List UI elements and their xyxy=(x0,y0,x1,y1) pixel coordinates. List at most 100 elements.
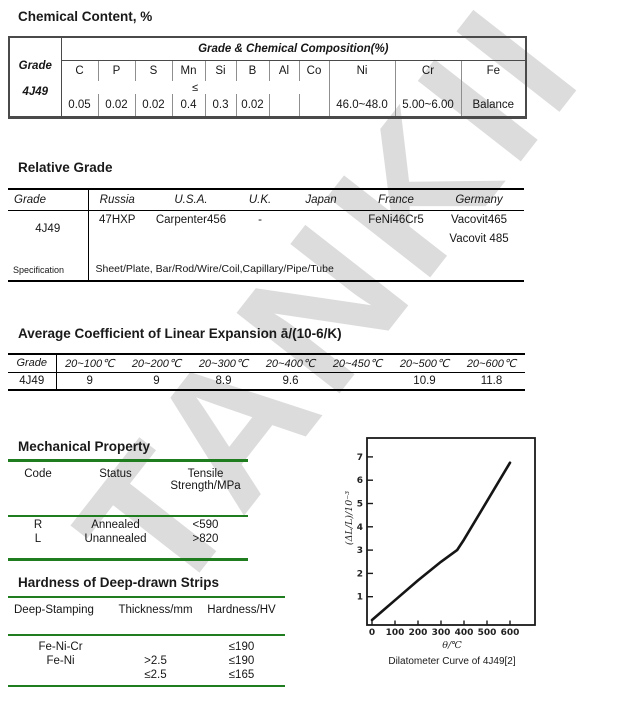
data-cell: FeNi46Cr5 xyxy=(368,213,424,226)
header-cell: Russia xyxy=(88,189,146,211)
data-cell: 4J49 xyxy=(8,372,57,390)
element-cell: S xyxy=(134,60,172,81)
empty-cell xyxy=(460,81,527,94)
header-cell: Tensile Strength/MPa xyxy=(163,460,248,517)
specification-value: Sheet/Plate, Bar/Rod/Wire/Coil,Capillary… xyxy=(95,263,334,275)
data-cell: ≤2.5 xyxy=(144,669,167,681)
dilatometer-chart: (ΔL/L)/10⁻³ 0 100 200 300 400 500 600 1 2 3 4 5 6 7 θ… xyxy=(340,432,623,682)
svg-text:0: 0 xyxy=(369,628,375,638)
value-cell: 0.3 xyxy=(204,94,236,117)
expansion-title: Average Coefficient of Linear Expansion … xyxy=(18,326,342,341)
hardness-header-row: Deep-Stamping Thickness/mm Hardness/HV xyxy=(8,597,285,636)
data-cell: L xyxy=(34,532,42,545)
svg-text:500: 500 xyxy=(478,628,497,638)
header-cell: Grade xyxy=(8,354,57,373)
svg-text:5: 5 xyxy=(357,500,363,510)
element-cell: B xyxy=(235,60,269,81)
data-cell: >820 xyxy=(192,532,219,545)
data-cell xyxy=(8,669,113,686)
data-cell: 11.8 xyxy=(480,374,503,387)
data-cell: 9.6 xyxy=(282,374,299,387)
element-cell: Fe xyxy=(460,60,527,81)
svg-text:600: 600 xyxy=(501,628,520,638)
data-cell: Carpenter456 xyxy=(155,213,227,226)
empty-cell xyxy=(394,81,461,94)
relative-data-row: Vacovit 485 xyxy=(8,229,524,248)
composition-header: Grade & Chemical Composition(%) xyxy=(61,37,527,61)
header-cell: 20~600℃ xyxy=(458,354,525,373)
hardness-title: Hardness of Deep-drawn Strips xyxy=(18,575,220,590)
value-cell: 0.05 xyxy=(68,98,91,111)
header-cell: France xyxy=(358,189,434,211)
svg-text:100: 100 xyxy=(386,628,405,638)
value-cell: 5.00~6.00 xyxy=(394,94,461,117)
element-cell: Si xyxy=(204,60,236,81)
header-cell: 20~400℃ xyxy=(257,354,324,373)
header-cell: 20~200℃ xyxy=(123,354,190,373)
header-cell: Germany xyxy=(434,189,524,211)
empty-cell xyxy=(236,229,284,248)
header-cell: Japan xyxy=(284,189,358,211)
mechanical-property-table: Code Status Tensile Strength/MPa R Annea… xyxy=(8,459,248,561)
value-cell: 46.0~48.0 xyxy=(328,94,395,117)
empty-cell xyxy=(284,229,358,248)
empty-cell xyxy=(146,229,236,248)
header-cell: U.K. xyxy=(236,189,284,211)
svg-text:1: 1 xyxy=(357,593,363,603)
header-cell: U.S.A. xyxy=(146,189,236,211)
header-cell: Grade xyxy=(8,189,89,211)
data-cell: ≤190 xyxy=(228,655,255,667)
chart-x-axis-label: θ/℃ xyxy=(442,640,462,651)
element-cell: Ni xyxy=(328,60,395,81)
element-cell: Co xyxy=(298,60,329,81)
data-cell: Vacovit 485 xyxy=(449,232,509,245)
data-cell xyxy=(324,372,391,390)
svg-text:4: 4 xyxy=(357,523,363,533)
grade-cell: Grade 4J49 xyxy=(9,37,62,117)
empty-cell xyxy=(88,229,146,248)
relative-data-row: 4J49 47HXP Carpenter456 - FeNi46Cr5 Vaco… xyxy=(8,210,524,248)
header-cell: Deep-Stamping xyxy=(8,597,113,636)
expansion-header-row: Grade 20~100℃ 20~200℃ 20~300℃ 20~400℃ 20… xyxy=(8,354,525,373)
data-cell: 8.9 xyxy=(215,374,232,387)
element-cell: C xyxy=(75,64,84,77)
data-cell: Fe-Ni-Cr xyxy=(38,641,83,653)
data-cell: ≤165 xyxy=(228,669,255,681)
specification-row: Specification Sheet/Plate, Bar/Rod/Wire/… xyxy=(8,248,524,281)
svg-text:200: 200 xyxy=(409,628,428,638)
mechanical-data-row: L Unannealed >820 xyxy=(8,533,248,560)
value-cell xyxy=(268,94,299,117)
hardness-data-row: Fe-Ni >2.5 ≤190 xyxy=(8,653,285,669)
mechanical-property-title: Mechanical Property xyxy=(18,439,151,454)
dilatometer-plot: 0 100 200 300 400 500 600 1 2 3 4 5 6 7 xyxy=(357,437,536,638)
svg-text:6: 6 xyxy=(357,476,363,486)
value-cell: 0.02 xyxy=(134,94,172,117)
relative-grade-value: 4J49 xyxy=(8,210,89,248)
header-cell: Code xyxy=(8,460,68,517)
relative-header-row: Grade Russia U.S.A. U.K. Japan France Ge… xyxy=(8,189,524,211)
grade-value: 4J49 xyxy=(22,85,49,98)
header-cell: Hardness/HV xyxy=(198,597,285,636)
limit-row: ≤ xyxy=(9,81,527,94)
data-cell: ≤190 xyxy=(228,641,255,653)
data-cell: >2.5 xyxy=(144,655,167,667)
data-cell xyxy=(113,635,198,653)
element-cell: Cr xyxy=(394,60,461,81)
svg-text:7: 7 xyxy=(357,453,363,463)
empty-cell xyxy=(358,229,434,248)
value-cell: 0.4 xyxy=(171,94,205,117)
data-cell: 47HXP xyxy=(99,213,136,226)
data-cell: Vacovit465 xyxy=(450,213,508,226)
data-cell xyxy=(284,210,358,229)
data-cell: - xyxy=(258,213,262,226)
element-cell: P xyxy=(97,60,135,81)
data-cell: Unannealed xyxy=(84,532,147,545)
expansion-table: Grade 20~100℃ 20~200℃ 20~300℃ 20~400℃ 20… xyxy=(8,353,525,391)
svg-text:300: 300 xyxy=(432,628,451,638)
data-cell: <590 xyxy=(192,518,219,531)
chemical-content-title: Chemical Content, % xyxy=(18,9,153,24)
plot-border xyxy=(366,437,536,626)
value-row: 0.05 0.02 0.02 0.4 0.3 0.02 46.0~48.0 5.… xyxy=(9,94,527,117)
